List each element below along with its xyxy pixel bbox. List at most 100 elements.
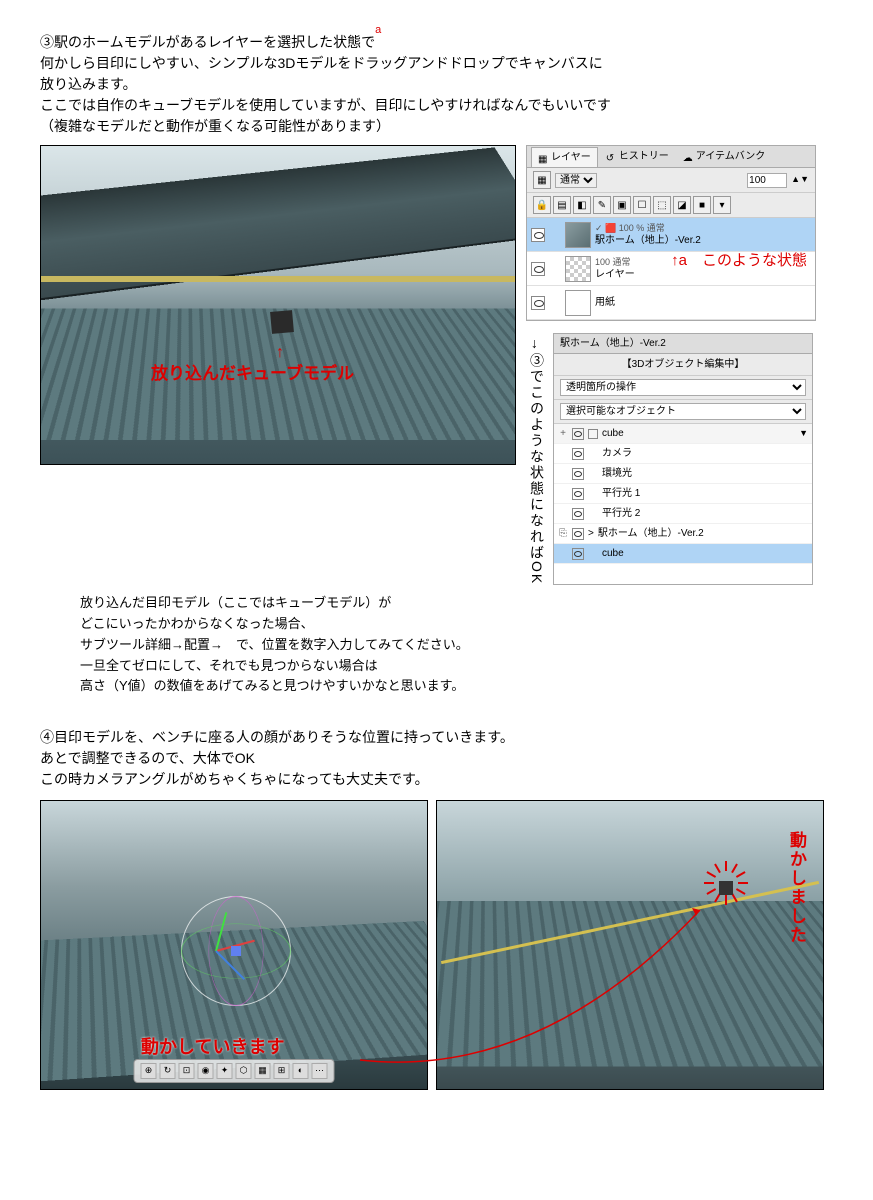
tool-btn[interactable]: ✎: [593, 196, 611, 214]
visibility-toggle[interactable]: [572, 528, 584, 540]
panels-column: ▦レイヤー ↺ヒストリー ☁アイテムバンク ▦ 通常 ▲▼ 🔒 ▤ ◧: [526, 145, 816, 585]
layer-info: ✓ 🟥 100 % 通常 駅ホーム（地上）-Ver.2: [595, 222, 701, 248]
layer-row-station[interactable]: ✓ 🟥 100 % 通常 駅ホーム（地上）-Ver.2: [527, 218, 815, 252]
layer-badge: 100 通常: [595, 256, 635, 270]
item-icon: ☁: [683, 151, 694, 162]
visibility-toggle[interactable]: [531, 228, 545, 242]
visibility-toggle[interactable]: [572, 508, 584, 520]
object-rows: カメラ 環境光 平行光 1 平行光 2 ⎘ > 駅ホーム（地上）-Ver.2 cub…: [554, 444, 812, 584]
tool-btn[interactable]: ▣: [613, 196, 631, 214]
step3-line-1: 何かしら目印にしやすい、シンプルな3Dモデルをドラッグアンドドロップでキャンバス…: [40, 53, 833, 74]
tab-history-label: ヒストリー: [619, 149, 669, 164]
layer-info: 100 通常 レイヤー: [595, 256, 635, 282]
dropped-cube[interactable]: [270, 310, 294, 334]
platform-roof: [41, 147, 515, 306]
step3-note: 放り込んだ目印モデル（ここではキューブモデル）が どこにいったかわからなくなった…: [80, 593, 833, 697]
tool-btn[interactable]: ◪: [673, 196, 691, 214]
tab-layer[interactable]: ▦レイヤー: [531, 147, 598, 167]
cube-caption: 放り込んだキューブモデル: [151, 361, 354, 387]
object-name: 駅ホーム（地上）-Ver.2: [598, 526, 704, 541]
tool-btn[interactable]: ⬡: [236, 1063, 252, 1079]
object-row[interactable]: 平行光 1: [554, 484, 812, 504]
gizmo-center[interactable]: [231, 946, 241, 956]
tool-btn[interactable]: ⊡: [179, 1063, 195, 1079]
object-name: カメラ: [602, 446, 632, 461]
tool-btn[interactable]: ⊞: [274, 1063, 290, 1079]
opacity-arrows[interactable]: ▲▼: [791, 173, 809, 187]
tool-btn[interactable]: ▦: [255, 1063, 271, 1079]
vertical-caption: →③でこのような状態になればOK: [526, 333, 547, 585]
tool-btn[interactable]: ▾: [713, 196, 731, 214]
tool-btn[interactable]: ◧: [573, 196, 591, 214]
layer-panel: ▦レイヤー ↺ヒストリー ☁アイテムバンク ▦ 通常 ▲▼ 🔒 ▤ ◧: [526, 145, 816, 321]
visibility-toggle[interactable]: [572, 488, 584, 500]
opacity-input[interactable]: [747, 173, 787, 188]
visibility-toggle[interactable]: [531, 262, 545, 276]
platform-edge: [41, 276, 515, 282]
lock-toggle[interactable]: [588, 429, 598, 439]
tool-btn[interactable]: ■: [693, 196, 711, 214]
tab-history[interactable]: ↺ヒストリー: [600, 147, 675, 166]
lock-icon[interactable]: 🔒: [533, 196, 551, 214]
blend-checker-icon[interactable]: ▦: [533, 171, 551, 189]
3d-canvas-step4a[interactable]: ⊕ ↻ ⊡ ◉ ✦ ⬡ ▦ ⊞ ◐ ⋯ 動かしていきます: [40, 800, 428, 1090]
tutorial-page: ③駅のホームモデルがあるレイヤーを選択した状態でa 何かしら目印にしやすい、シン…: [0, 0, 873, 1122]
selectable-select[interactable]: 選択可能なオブジェクト: [560, 403, 806, 420]
step3-header: ③駅のホームモデルがあるレイヤーを選択した状態でa 何かしら目印にしやすい、シン…: [40, 32, 833, 137]
object-top-row[interactable]: + cube ▼: [554, 424, 812, 444]
opacity-control: ▲▼: [747, 173, 809, 188]
object-row-cube[interactable]: cube: [554, 544, 812, 564]
visibility-toggle[interactable]: [572, 448, 584, 460]
step3-body: ↑ 放り込んだキューブモデル ▦レイヤー ↺ヒストリー ☁アイテムバンク ▦ 通…: [40, 145, 833, 585]
object-panel-wrap: →③でこのような状態になればOK 駅ホーム（地上）-Ver.2 【3Dオブジェク…: [526, 333, 816, 585]
layer-icon: ▦: [538, 152, 549, 163]
step4-line-3: この時カメラアングルがめちゃくちゃになっても大丈夫です。: [40, 769, 833, 790]
tool-btn[interactable]: ⊕: [141, 1063, 157, 1079]
layer-thumb: [565, 222, 591, 248]
note-line: どこにいったかわからなくなった場合、: [80, 614, 833, 635]
step4-line-2: あとで調整できるので、大体でOK: [40, 748, 833, 769]
tool-btn[interactable]: ◐: [293, 1063, 309, 1079]
tool-btn[interactable]: ☐: [633, 196, 651, 214]
blend-mode-select[interactable]: 通常: [555, 173, 597, 188]
object-row[interactable]: ⎘ > 駅ホーム（地上）-Ver.2: [554, 524, 812, 544]
3d-canvas-step3[interactable]: ↑ 放り込んだキューブモデル: [40, 145, 516, 465]
transform-gizmo[interactable]: [181, 896, 291, 1006]
object-row[interactable]: カメラ: [554, 444, 812, 464]
tool-btn[interactable]: ⋯: [312, 1063, 328, 1079]
step4-header: ④目印モデルを、ベンチに座る人の顔がありそうな位置に持っていきます。 あとで調整…: [40, 727, 833, 790]
visibility-toggle[interactable]: [572, 428, 584, 440]
layer-row[interactable]: 用紙: [527, 286, 815, 320]
platform-floor: [436, 901, 824, 1067]
layer-panel-tabs: ▦レイヤー ↺ヒストリー ☁アイテムバンク: [527, 146, 815, 168]
history-icon: ↺: [606, 151, 617, 162]
tool-btn[interactable]: ✦: [217, 1063, 233, 1079]
tool-btn[interactable]: ◉: [198, 1063, 214, 1079]
dropdown-icon[interactable]: ▼: [799, 427, 808, 441]
tool-btn[interactable]: ▤: [553, 196, 571, 214]
tool-btn[interactable]: ⬚: [653, 196, 671, 214]
object-row[interactable]: 平行光 2: [554, 504, 812, 524]
visibility-toggle[interactable]: [531, 296, 545, 310]
expand-icon[interactable]: +: [558, 426, 568, 441]
visibility-toggle[interactable]: [572, 548, 584, 560]
selectable-select-row: 選択可能なオブジェクト: [554, 400, 812, 424]
object-panel: 駅ホーム（地上）-Ver.2 【3Dオブジェクト編集中】 透明箇所の操作 選択可…: [553, 333, 813, 585]
object-name: 平行光 1: [602, 486, 640, 501]
tool-btn[interactable]: ↻: [160, 1063, 176, 1079]
layer-tool-buttons: 🔒 ▤ ◧ ✎ ▣ ☐ ⬚ ◪ ■ ▾: [527, 193, 815, 218]
object-row[interactable]: 環境光: [554, 464, 812, 484]
layer-name: レイヤー: [595, 269, 635, 281]
3d-canvas-step4b[interactable]: 動かしました: [436, 800, 824, 1090]
visibility-toggle[interactable]: [572, 468, 584, 480]
moved-cube[interactable]: [719, 881, 733, 895]
transparency-select[interactable]: 透明箇所の操作: [560, 379, 806, 396]
object-name: cube: [602, 426, 624, 441]
tab-itembank[interactable]: ☁アイテムバンク: [677, 147, 772, 166]
step4-body: ⊕ ↻ ⊡ ◉ ✦ ⬡ ▦ ⊞ ◐ ⋯ 動かしていきます: [40, 800, 833, 1090]
object-name: 環境光: [602, 466, 632, 481]
layer-name: 用紙: [595, 297, 615, 309]
expand-icon[interactable]: ⎘: [558, 526, 568, 541]
chevron-icon[interactable]: >: [588, 526, 594, 541]
note-line: 一旦全てゼロにして、それでも見つからない場合は: [80, 656, 833, 677]
